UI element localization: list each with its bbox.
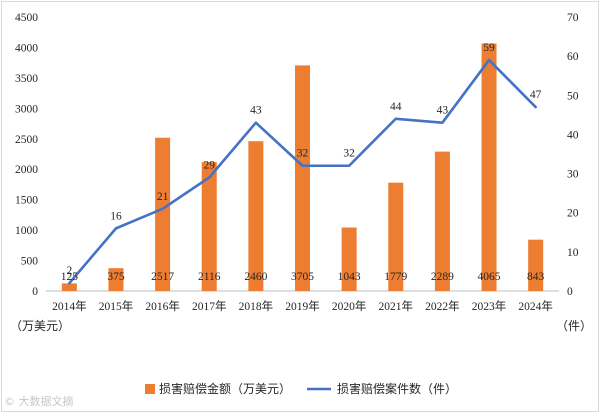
bar-data-label: 375 [107, 271, 125, 283]
legend-bar-swatch [145, 384, 155, 394]
bar [295, 65, 310, 291]
y-right-unit-label: （件） [556, 319, 592, 333]
line-data-label: 44 [390, 101, 402, 113]
line-series [68, 58, 537, 285]
y-left-tick-label: 3000 [15, 103, 38, 115]
line-data-label: 32 [297, 148, 309, 160]
bar [201, 162, 217, 291]
x-tick-label: 2019年 [285, 299, 320, 313]
bar [341, 227, 357, 291]
bar-data-label: 843 [527, 271, 545, 283]
bar-data-label: 1779 [384, 271, 407, 283]
legend-line-label: 损害赔偿案件数（件） [337, 381, 457, 396]
bar-data-label: 2116 [198, 271, 221, 283]
bar [434, 151, 450, 291]
x-tick-label: 2021年 [379, 299, 414, 313]
y-right-tick-label: 40 [567, 129, 579, 141]
bar-data-label: 2289 [431, 271, 454, 283]
line-data-label: 29 [203, 159, 215, 171]
y-left-tick-label: 2000 [15, 164, 38, 176]
line-data-label: 16 [110, 210, 122, 222]
x-tick-label: 2023年 [472, 299, 507, 313]
bar-data-label: 125 [61, 271, 79, 283]
line-data-label: 43 [250, 105, 262, 117]
x-tick-label: 2024年 [518, 299, 553, 313]
data-labels: 125 375 2517 2116 2460 3705 1043 1779 2289 4065 84… [61, 42, 545, 283]
axes: 0 500 1000 1500 2000 2500 3000 3500 4000 4500 0 10 2… [10, 12, 592, 333]
y-left-tick-label: 4000 [15, 42, 38, 54]
y-right-tick-label: 60 [567, 51, 579, 63]
y-right-tick-label: 10 [567, 247, 579, 259]
legend: 损害赔偿金额（万美元） 损害赔偿案件数（件） [145, 381, 457, 396]
x-tick-label: 2020年 [332, 299, 367, 313]
line-data-label: 32 [343, 148, 355, 160]
line-data-label: 2 [66, 265, 72, 277]
y-right-tick-label: 50 [567, 90, 579, 102]
bar [481, 43, 497, 292]
y-left-tick-label: 0 [32, 286, 38, 298]
y-right-tick-label: 70 [567, 12, 579, 24]
bar [248, 141, 264, 291]
line-data-label: 21 [157, 191, 169, 203]
x-tick-label: 2022年 [425, 299, 460, 313]
x-tick-label: 2014年 [52, 299, 87, 313]
y-left-tick-label: 500 [21, 256, 39, 268]
bar-data-label: 2517 [151, 271, 174, 283]
y-left-unit-label: （万美元） [10, 319, 70, 333]
y-left-tick-label: 4500 [15, 12, 38, 24]
y-right-tick-label: 20 [567, 208, 579, 220]
line-data-label: 59 [483, 42, 495, 54]
bar-data-label: 2460 [244, 271, 267, 283]
bar [108, 268, 124, 291]
bar [61, 283, 77, 291]
bar [528, 239, 544, 291]
bar [388, 182, 404, 291]
line-data-label: 43 [437, 105, 449, 117]
y-left-tick-label: 1500 [15, 195, 38, 207]
bar-data-label: 1043 [338, 271, 361, 283]
y-right-tick-label: 0 [567, 286, 573, 298]
legend-bar-label: 损害赔偿金额（万美元） [159, 381, 291, 396]
y-right-tick-label: 30 [567, 169, 579, 181]
x-tick-label: 2015年 [99, 299, 134, 313]
bar-series [61, 43, 544, 292]
x-tick-label: 2018年 [239, 299, 274, 313]
bar-data-label: 4065 [478, 271, 501, 283]
y-left-tick-label: 1000 [15, 225, 38, 237]
series-line [68, 58, 537, 285]
bar-data-label: 3705 [291, 271, 314, 283]
line-data-label: 47 [530, 89, 542, 101]
bar [155, 137, 171, 291]
x-tick-label: 2016年 [145, 299, 180, 313]
x-tick-label: 2017年 [192, 299, 227, 313]
y-left-tick-label: 2500 [15, 134, 38, 146]
y-left-tick-label: 3500 [15, 73, 38, 85]
watermark: © 大数据文摘 [4, 395, 74, 408]
